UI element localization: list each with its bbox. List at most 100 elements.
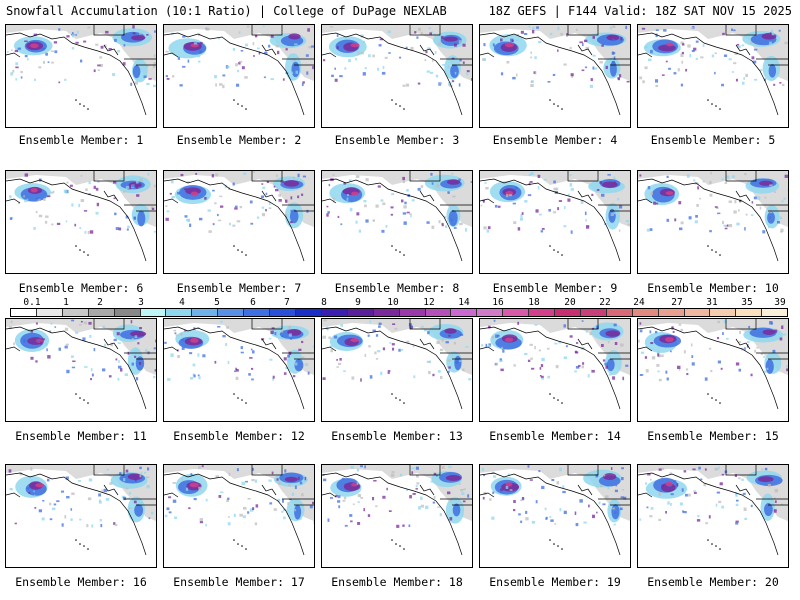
snow-speckle [639, 174, 642, 177]
snow-speckle [99, 64, 103, 67]
snow-speckle [724, 182, 728, 185]
snow-speckle [620, 496, 624, 499]
hawaii-island-dot [83, 251, 85, 253]
ensemble-member-label: Ensemble Member: 14 [489, 429, 621, 443]
snow-speckle [693, 490, 696, 493]
snow-speckle [51, 61, 54, 64]
snow-speckle [447, 191, 450, 194]
snow-speckle [338, 495, 341, 499]
snow-speckle [517, 227, 521, 231]
snow-speckle [251, 378, 254, 381]
snow-speckle [590, 78, 593, 82]
hawaii-island-dot [75, 99, 77, 101]
snow-speckle [75, 41, 79, 44]
snow-speckle [769, 184, 773, 187]
snow-speckle [227, 360, 230, 365]
snow-speckle [489, 498, 492, 501]
snow-speckle [432, 373, 435, 377]
snow-speckle [164, 514, 168, 518]
snow-speckle [541, 377, 544, 380]
snow-blob [289, 209, 299, 224]
snow-speckle [611, 61, 616, 64]
hawaii-island-dot [719, 254, 721, 256]
map-boundary-line [93, 25, 125, 36]
snow-speckle [517, 321, 520, 325]
snow-speckle [596, 325, 599, 330]
snow-speckle [364, 204, 367, 208]
hawaii-island-dot [561, 548, 563, 550]
snow-blob [294, 359, 304, 372]
snow-speckle [436, 184, 440, 188]
snow-speckle [735, 522, 739, 525]
snow-speckle [485, 343, 488, 348]
ensemble-member-label: Ensemble Member: 20 [647, 575, 779, 589]
snow-speckle [70, 508, 73, 511]
ensemble-member-label: Ensemble Member: 12 [173, 429, 305, 443]
snow-speckle [147, 172, 150, 176]
snow-speckle [679, 227, 683, 231]
snow-speckle [56, 222, 61, 225]
snow-speckle [440, 35, 444, 39]
snow-speckle [618, 77, 621, 81]
snow-speckle [266, 180, 269, 184]
map-boundary-line [419, 338, 435, 350]
snow-speckle [488, 344, 491, 347]
snow-speckle [400, 349, 404, 351]
snow-speckle [220, 491, 224, 494]
snow-speckle [601, 44, 604, 47]
snow-speckle [398, 348, 401, 352]
hawaii-island-dot [87, 548, 89, 550]
hawaii-island-dot [241, 251, 243, 253]
ensemble-member-label: Ensemble Member: 3 [334, 133, 460, 147]
snow-blob [764, 502, 773, 517]
snow-speckle [772, 77, 775, 81]
snow-speckle [567, 198, 571, 202]
snow-speckle [413, 375, 416, 379]
hawaii-island-dot [553, 103, 555, 105]
snow-speckle [97, 64, 101, 67]
map-boundary-line [567, 319, 599, 330]
snow-speckle [360, 34, 364, 38]
snow-speckle [738, 368, 742, 372]
snow-speckle [430, 480, 434, 483]
snow-speckle [661, 484, 664, 487]
snow-speckle [524, 33, 528, 35]
snow-speckle [732, 175, 735, 179]
snow-speckle [650, 342, 654, 345]
snow-speckle [750, 504, 753, 508]
hawaii-island-dot [75, 245, 77, 247]
colorbar-swatch [658, 309, 685, 316]
snow-speckle [281, 330, 284, 333]
snow-speckle [601, 344, 604, 348]
snow-speckle [390, 213, 393, 216]
snow-speckle [691, 50, 695, 53]
map-boundary-line [93, 465, 125, 476]
snow-speckle [285, 214, 288, 218]
snow-speckle [732, 71, 734, 73]
snow-speckle [685, 368, 689, 371]
snow-speckle [617, 197, 620, 201]
snow-speckle [734, 474, 738, 477]
snow-speckle [753, 196, 757, 200]
hawaii-island-dot [237, 543, 239, 545]
snow-speckle [752, 60, 757, 64]
snow-speckle [166, 507, 170, 511]
snow-speckle [506, 194, 509, 198]
snow-speckle [584, 211, 587, 216]
snow-speckle [172, 499, 177, 503]
hawaii-island-dot [399, 105, 401, 107]
hawaii-island-dot [237, 397, 239, 399]
snow-speckle [306, 71, 309, 75]
colorbar-swatch [11, 309, 37, 316]
snow-speckle [738, 477, 741, 480]
snow-speckle [277, 498, 281, 502]
snow-speckle [426, 360, 431, 363]
snow-speckle [415, 488, 418, 490]
snow-speckle [196, 487, 199, 491]
snow-speckle [432, 501, 435, 504]
hawaii-island-dot [391, 99, 393, 101]
snow-speckle [64, 78, 67, 81]
snow-blob [283, 180, 300, 187]
snow-speckle [540, 230, 544, 233]
snow-speckle [380, 199, 384, 202]
